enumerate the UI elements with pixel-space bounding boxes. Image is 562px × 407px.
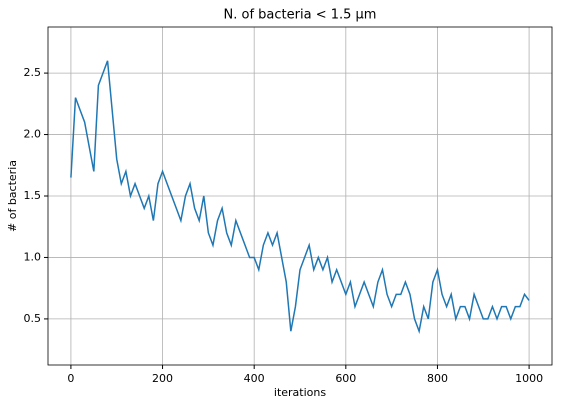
x-axis-label: iterations xyxy=(274,386,326,399)
y-axis-label: # of bacteria xyxy=(6,160,19,232)
x-tick-label: 1000 xyxy=(515,372,543,385)
y-tick-label: 2.5 xyxy=(24,66,42,79)
x-tick-label: 600 xyxy=(335,372,356,385)
data-line xyxy=(70,60,530,334)
y-tick-label: 1.5 xyxy=(24,189,42,202)
y-tick-label: 2.0 xyxy=(24,128,42,141)
x-tick-label: 400 xyxy=(244,372,265,385)
chart-title: N. of bacteria < 1.5 μm xyxy=(224,8,377,23)
x-tick-label: 200 xyxy=(152,372,173,385)
y-tick-label: 1.0 xyxy=(24,250,42,263)
plot-frame xyxy=(47,26,553,366)
x-tick-label: 0 xyxy=(67,372,74,385)
x-tick-label: 800 xyxy=(427,372,448,385)
y-tick-label: 0.5 xyxy=(24,312,42,325)
